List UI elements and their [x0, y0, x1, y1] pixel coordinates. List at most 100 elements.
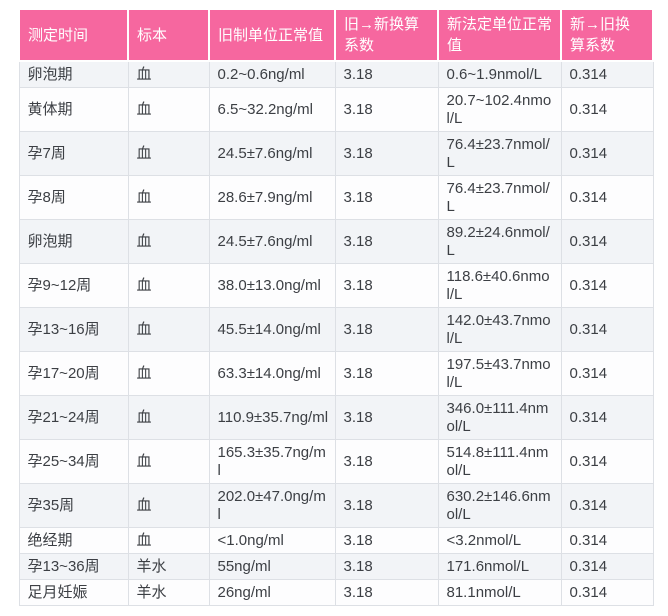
cell-new_unit_normal: 20.7~102.4nmol/L — [437, 87, 562, 132]
cell-old_unit_normal: 0.2~0.6ng/ml — [208, 60, 336, 88]
cell-new_unit_normal: 89.2±24.6nmol/L — [437, 219, 562, 264]
cell-specimen: 血 — [127, 131, 210, 176]
cell-time: 绝经期 — [18, 527, 129, 554]
cell-old_to_new_factor: 3.18 — [334, 553, 439, 580]
cell-time: 孕13~16周 — [18, 307, 129, 352]
cell-old_unit_normal: 110.9±35.7ng/ml — [208, 395, 336, 440]
column-header-old_to_new_factor: 旧→新换算系数 — [334, 8, 439, 62]
table-row: 孕13~36周 羊水 55ng/ml 3.18 171.6nmol/L 0.314 — [18, 553, 654, 580]
cell-old_to_new_factor: 3.18 — [334, 579, 439, 606]
table-row: 孕25~34周血 165.3±35.7ng/ml 3.18 514.8±111.4nm… — [18, 439, 654, 484]
cell-old_unit_normal: 55ng/ml — [208, 553, 336, 580]
cell-time: 孕9~12周 — [18, 263, 129, 308]
cell-old_unit_normal: 6.5~32.2ng/ml — [208, 87, 336, 132]
cell-old_to_new_factor: 3.18 — [334, 439, 439, 484]
cell-new_to_old_factor: 0.314 — [560, 395, 654, 440]
cell-time: 孕25~34周 — [18, 439, 129, 484]
cell-specimen: 血 — [127, 263, 210, 308]
table-row: 孕17~20周血 63.3±14.0ng/ml 3.18 197.5±43.7nmol… — [18, 351, 654, 396]
column-header-new_unit_normal: 新法定单位正常值 — [437, 8, 562, 62]
cell-specimen: 血 — [127, 307, 210, 352]
cell-time: 孕8周 — [18, 175, 129, 220]
cell-old_unit_normal: 24.5±7.6ng/ml — [208, 131, 336, 176]
cell-old_to_new_factor: 3.18 — [334, 219, 439, 264]
table-row: 黄体期血 6.5~32.2ng/ml 3.18 20.7~102.4nmol/L 0.3… — [18, 87, 654, 132]
cell-new_to_old_factor: 0.314 — [560, 87, 654, 132]
table-row: 孕9~12周血 38.0±13.0ng/ml 3.18 118.6±40.6nmol/… — [18, 263, 654, 308]
cell-new_unit_normal: <3.2nmol/L — [437, 527, 562, 554]
cell-specimen: 羊水 — [127, 579, 210, 606]
cell-new_unit_normal: 514.8±111.4nmol/L — [437, 439, 562, 484]
cell-old_to_new_factor: 3.18 — [334, 131, 439, 176]
cell-specimen: 血 — [127, 219, 210, 264]
cell-new_to_old_factor: 0.314 — [560, 553, 654, 580]
cell-time: 卵泡期 — [18, 60, 129, 88]
cell-new_unit_normal: 197.5±43.7nmol/L — [437, 351, 562, 396]
table-row: 孕21~24周血 110.9±35.7ng/ml 3.18 346.0±111.4nm… — [18, 395, 654, 440]
cell-old_to_new_factor: 3.18 — [334, 307, 439, 352]
cell-new_to_old_factor: 0.314 — [560, 307, 654, 352]
cell-new_to_old_factor: 0.314 — [560, 263, 654, 308]
cell-time: 足月妊娠 — [18, 579, 129, 606]
cell-old_to_new_factor: 3.18 — [334, 527, 439, 554]
cell-new_unit_normal: 0.6~1.9nmol/L — [437, 60, 562, 88]
table-row: 孕7周血 24.5±7.6ng/ml 3.18 76.4±23.7nmol/L 0.31… — [18, 131, 654, 176]
cell-specimen: 血 — [127, 395, 210, 440]
cell-new_unit_normal: 76.4±23.7nmol/L — [437, 131, 562, 176]
cell-old_unit_normal: <1.0ng/ml — [208, 527, 336, 554]
table-row: 孕13~16周血 45.5±14.0ng/ml 3.18 142.0±43.7nmol… — [18, 307, 654, 352]
cell-old_to_new_factor: 3.18 — [334, 87, 439, 132]
cell-new_to_old_factor: 0.314 — [560, 439, 654, 484]
cell-time: 孕17~20周 — [18, 351, 129, 396]
cell-old_unit_normal: 45.5±14.0ng/ml — [208, 307, 336, 352]
cell-old_unit_normal: 202.0±47.0ng/ml — [208, 483, 336, 528]
cell-new_to_old_factor: 0.314 — [560, 579, 654, 606]
cell-new_unit_normal: 81.1nmol/L — [437, 579, 562, 606]
column-header-new_to_old_factor: 新→旧换算系数 — [560, 8, 654, 62]
cell-new_to_old_factor: 0.314 — [560, 219, 654, 264]
cell-new_unit_normal: 630.2±146.6nmol/L — [437, 483, 562, 528]
cell-new_to_old_factor: 0.314 — [560, 527, 654, 554]
cell-time: 卵泡期 — [18, 219, 129, 264]
cell-old_to_new_factor: 3.18 — [334, 351, 439, 396]
cell-old_unit_normal: 28.6±7.9ng/ml — [208, 175, 336, 220]
cell-specimen: 血 — [127, 483, 210, 528]
cell-new_unit_normal: 171.6nmol/L — [437, 553, 562, 580]
column-header-old_unit_normal: 旧制单位正常值 — [208, 8, 336, 62]
cell-specimen: 血 — [127, 60, 210, 88]
cell-time: 孕7周 — [18, 131, 129, 176]
cell-old_to_new_factor: 3.18 — [334, 60, 439, 88]
table-body: 卵泡期血 0.2~0.6ng/ml 3.18 0.6~1.9nmol/L 0.314 黄体… — [18, 60, 654, 606]
progesterone-unit-conversion-table: 测定时间 标本 旧制单位正常值 旧→新换算系数 新法定单位正常值 新→旧换算系数 卵泡期血… — [18, 8, 654, 606]
cell-new_to_old_factor: 0.314 — [560, 351, 654, 396]
cell-specimen: 血 — [127, 351, 210, 396]
cell-old_to_new_factor: 3.18 — [334, 483, 439, 528]
cell-new_to_old_factor: 0.314 — [560, 175, 654, 220]
cell-new_to_old_factor: 0.314 — [560, 131, 654, 176]
cell-specimen: 羊水 — [127, 553, 210, 580]
table-row: 绝经期血 <1.0ng/ml 3.18 <3.2nmol/L 0.314 — [18, 527, 654, 554]
table-row: 卵泡期血 24.5±7.6ng/ml 3.18 89.2±24.6nmol/L 0.31… — [18, 219, 654, 264]
table-header-row: 测定时间 标本 旧制单位正常值 旧→新换算系数 新法定单位正常值 新→旧换算系数 — [18, 8, 654, 62]
column-header-time: 测定时间 — [18, 8, 129, 62]
cell-time: 黄体期 — [18, 87, 129, 132]
table-row: 孕8周血 28.6±7.9ng/ml 3.18 76.4±23.7nmol/L 0.31… — [18, 175, 654, 220]
cell-specimen: 血 — [127, 439, 210, 484]
cell-time: 孕21~24周 — [18, 395, 129, 440]
cell-old_to_new_factor: 3.18 — [334, 263, 439, 308]
table-row: 卵泡期血 0.2~0.6ng/ml 3.18 0.6~1.9nmol/L 0.314 — [18, 60, 654, 88]
cell-specimen: 血 — [127, 527, 210, 554]
cell-new_unit_normal: 346.0±111.4nmol/L — [437, 395, 562, 440]
cell-specimen: 血 — [127, 175, 210, 220]
cell-old_unit_normal: 26ng/ml — [208, 579, 336, 606]
column-header-specimen: 标本 — [127, 8, 210, 62]
cell-new_to_old_factor: 0.314 — [560, 60, 654, 88]
cell-time: 孕35周 — [18, 483, 129, 528]
cell-time: 孕13~36周 — [18, 553, 129, 580]
cell-new_to_old_factor: 0.314 — [560, 483, 654, 528]
cell-old_unit_normal: 63.3±14.0ng/ml — [208, 351, 336, 396]
table-row: 孕35周血 202.0±47.0ng/ml 3.18 630.2±146.6nmol/… — [18, 483, 654, 528]
cell-old_to_new_factor: 3.18 — [334, 395, 439, 440]
cell-specimen: 血 — [127, 87, 210, 132]
